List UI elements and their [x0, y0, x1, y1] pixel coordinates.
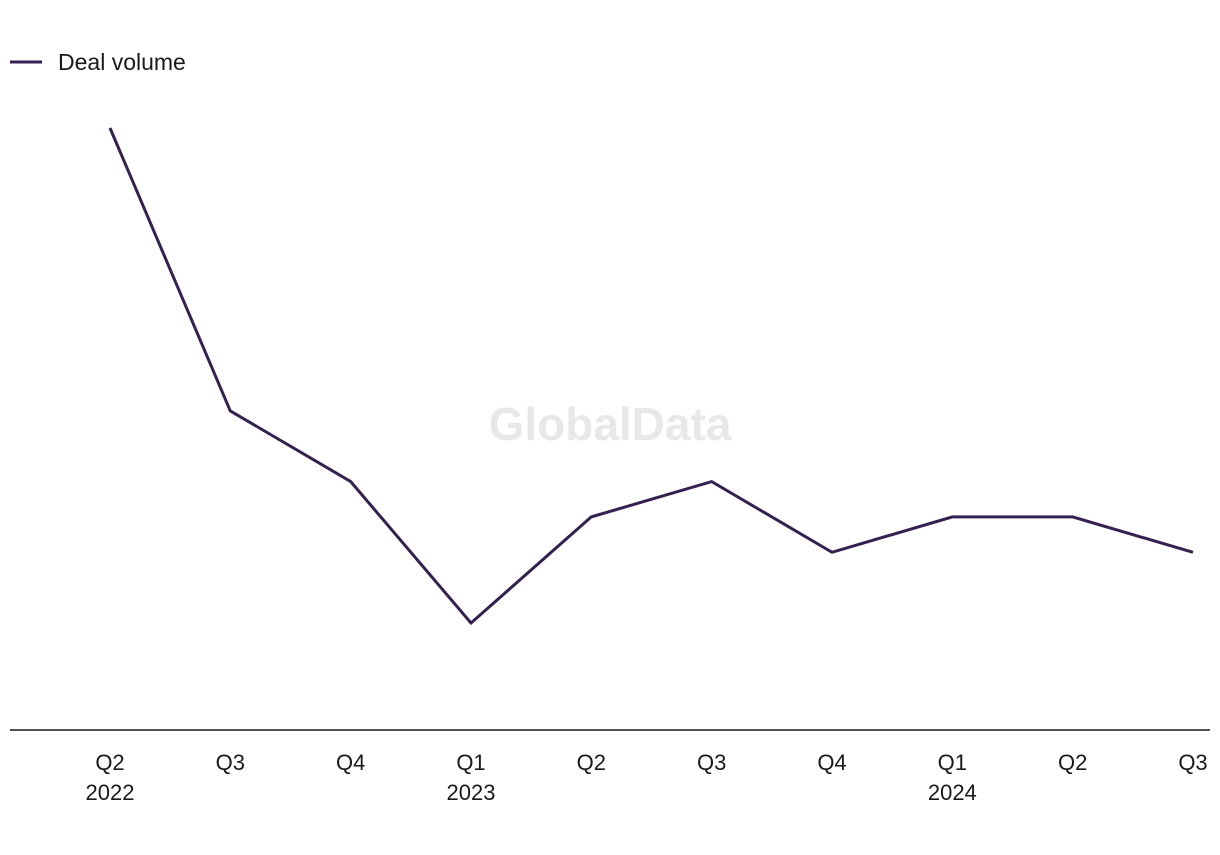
x-tick-year-label: 2022	[86, 780, 135, 805]
x-tick-label: Q4	[336, 750, 365, 775]
series-line-deal-volume	[108, 127, 1194, 626]
legend-label: Deal volume	[58, 49, 186, 75]
watermark: GlobalData	[489, 398, 732, 450]
x-tick-label: Q3	[216, 750, 245, 775]
x-tick-label: Q3	[697, 750, 726, 775]
x-tick-label: Q1	[456, 750, 485, 775]
x-tick-label: Q3	[1178, 750, 1207, 775]
x-tick-labels: Q2 2022 Q3 Q4 Q1 2023 Q2 Q3 Q4 Q1 2024 Q2 Q3	[86, 750, 1208, 805]
legend: Deal volume	[10, 49, 186, 75]
x-tick-label: Q2	[95, 750, 124, 775]
x-tick-label: Q2	[1058, 750, 1087, 775]
x-tick-label: Q2	[577, 750, 606, 775]
x-tick-label: Q1	[938, 750, 967, 775]
x-tick-label: Q4	[817, 750, 846, 775]
x-tick-year-label: 2024	[928, 780, 977, 805]
x-tick-year-label: 2023	[447, 780, 496, 805]
